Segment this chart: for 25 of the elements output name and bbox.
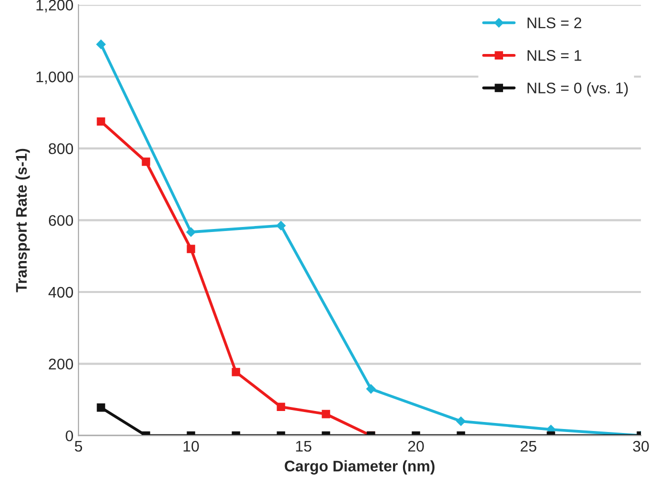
y-tick-label: 1,000 bbox=[36, 72, 74, 84]
y-axis-title: Transport Rate (s-1) bbox=[16, 148, 30, 292]
x-axis-title: Cargo Diameter (nm) bbox=[284, 460, 434, 475]
y-tick-label: 800 bbox=[48, 143, 74, 154]
point bbox=[276, 220, 286, 231]
legend-label: NLS = 1 bbox=[528, 50, 582, 61]
point bbox=[142, 158, 150, 166]
x-tick-label: 10 bbox=[184, 440, 199, 452]
legend-label: NLS = 0 (vs. 1) bbox=[528, 82, 628, 96]
x-tick-label: 25 bbox=[520, 440, 536, 452]
point bbox=[96, 39, 106, 50]
y-tick-label: 200 bbox=[48, 358, 74, 370]
y-tick-label: 0 bbox=[66, 430, 74, 442]
x-tick-label: 20 bbox=[408, 440, 424, 452]
point bbox=[186, 244, 196, 254]
y-tick-label: 400 bbox=[48, 286, 74, 298]
y-tick-label: 600 bbox=[48, 215, 74, 226]
x-tick-label: 5 bbox=[74, 441, 82, 452]
point bbox=[232, 368, 240, 376]
x-tick-label: 15 bbox=[296, 441, 312, 452]
point bbox=[186, 227, 196, 237]
x-tick-label: 30 bbox=[633, 440, 649, 452]
legend-label: NLS = 2 bbox=[528, 17, 582, 28]
point bbox=[96, 117, 106, 126]
y-tick-label: 1,200 bbox=[36, 0, 74, 12]
